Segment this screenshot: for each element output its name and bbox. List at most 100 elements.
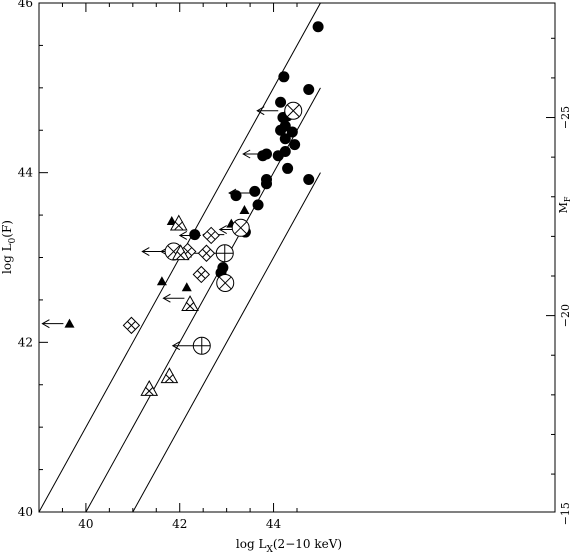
dot (312, 21, 324, 33)
dot (230, 190, 242, 202)
point-open-triangle-cross (160, 367, 179, 384)
triangle (181, 295, 199, 312)
point-filled-circle (303, 84, 315, 96)
arrow-head (141, 247, 150, 256)
point-filled-circle (278, 71, 290, 83)
dot (289, 139, 301, 151)
point-filled-circle (189, 229, 201, 241)
right-axis-tick-label: −20 (559, 304, 572, 327)
x-axis-label-main: log L (236, 537, 267, 551)
right-axis-tick-label: −25 (559, 106, 572, 129)
point-open-circle-x (231, 218, 250, 237)
y-tick-label: 42 (18, 335, 33, 349)
point-filled-triangle (156, 276, 167, 286)
triangle (171, 244, 190, 261)
point-filled-triangle (181, 282, 192, 292)
point-open-circle-plus (215, 244, 234, 263)
x-axis-label-sub: X (266, 545, 273, 553)
triangle (64, 318, 75, 328)
arrow-head (41, 319, 50, 329)
point-open-triangle-cross (181, 295, 199, 312)
y-axis-label-tail: (F) (0, 220, 14, 238)
point-open-circle-x (284, 101, 303, 120)
data-points (64, 21, 324, 396)
axis-ticks: 40 42 44 40 42 44 46 −25 −20 −15 (18, 0, 572, 531)
x-b (165, 373, 174, 383)
dot (272, 150, 284, 162)
arrow-head (218, 225, 227, 234)
point-filled-circle (275, 96, 287, 108)
x-tick-label: 42 (172, 517, 187, 531)
y-axis-label-sub: 0 (8, 237, 18, 243)
x-b (174, 221, 184, 230)
arrow-head (178, 231, 188, 240)
x-b (144, 386, 154, 396)
triangle (169, 214, 188, 231)
point-filled-circle (257, 150, 269, 162)
x-b (234, 221, 248, 235)
x-tick-label: 44 (266, 517, 282, 531)
point-open-circle-x (216, 273, 235, 292)
point-open-circle-cross (192, 336, 211, 355)
x-b (176, 250, 186, 260)
point-open-triangle-cross (140, 379, 159, 396)
point-open-triangle-cross (169, 214, 188, 231)
dot (275, 96, 287, 108)
dot (189, 229, 201, 241)
x-b (202, 248, 211, 258)
point-filled-circle (249, 185, 261, 197)
dot (286, 126, 298, 138)
point-filled-circle (286, 126, 298, 138)
x-axis-label-tail: (2−10 keV) (273, 537, 342, 551)
upper-limit-arrow (41, 319, 64, 329)
y-tick-label: 40 (18, 505, 33, 519)
point-open-diamond-cross (197, 244, 216, 262)
x-axis-label: log LX(2−10 keV) (236, 537, 342, 553)
plot-border (38, 2, 556, 513)
x-b (185, 301, 195, 311)
y-axis-label: log L0(F) (0, 220, 18, 274)
right-axis-label: MF (557, 196, 572, 213)
dot (257, 150, 269, 162)
x-b (167, 245, 180, 258)
point-filled-circle (261, 178, 273, 190)
x-b (127, 321, 136, 330)
x-tick-label: 40 (78, 517, 93, 531)
arrow-head (256, 106, 265, 116)
dot (252, 199, 264, 211)
right-axis-tick-label: −15 (559, 502, 572, 525)
upper-limit-arrow (256, 106, 279, 116)
point-filled-circle (289, 139, 301, 151)
arrow-head (242, 149, 251, 159)
x-b (218, 276, 232, 290)
diagonal-line (132, 172, 321, 513)
dot (278, 71, 290, 83)
dot (279, 133, 291, 145)
x-b (206, 231, 216, 240)
point-open-diamond-cross (192, 265, 211, 284)
point-filled-circle (272, 150, 284, 162)
right-axis-label-sub: F (563, 196, 572, 202)
x-b (286, 104, 300, 118)
point-filled-circle (303, 173, 315, 185)
point-filled-circle (252, 199, 264, 211)
triangle (156, 276, 167, 286)
dot (261, 178, 273, 190)
triangle (160, 367, 179, 384)
right-axis-label-main: M (557, 202, 570, 213)
arrow-head (171, 341, 181, 351)
upper-limit-arrow (162, 293, 185, 303)
upper-limit-arrow (141, 247, 164, 256)
point-filled-circle (312, 21, 324, 33)
dot (303, 173, 315, 185)
plot-frame (38, 2, 556, 513)
point-filled-circle (230, 190, 242, 202)
point-filled-circle (282, 162, 294, 174)
upper-limit-arrow (171, 341, 194, 351)
point-filled-triangle (64, 318, 75, 328)
dot (282, 162, 294, 174)
y-tick-label: 46 (18, 0, 33, 10)
y-tick-label: 44 (18, 166, 34, 180)
y-axis-label-main: log L (0, 243, 14, 274)
